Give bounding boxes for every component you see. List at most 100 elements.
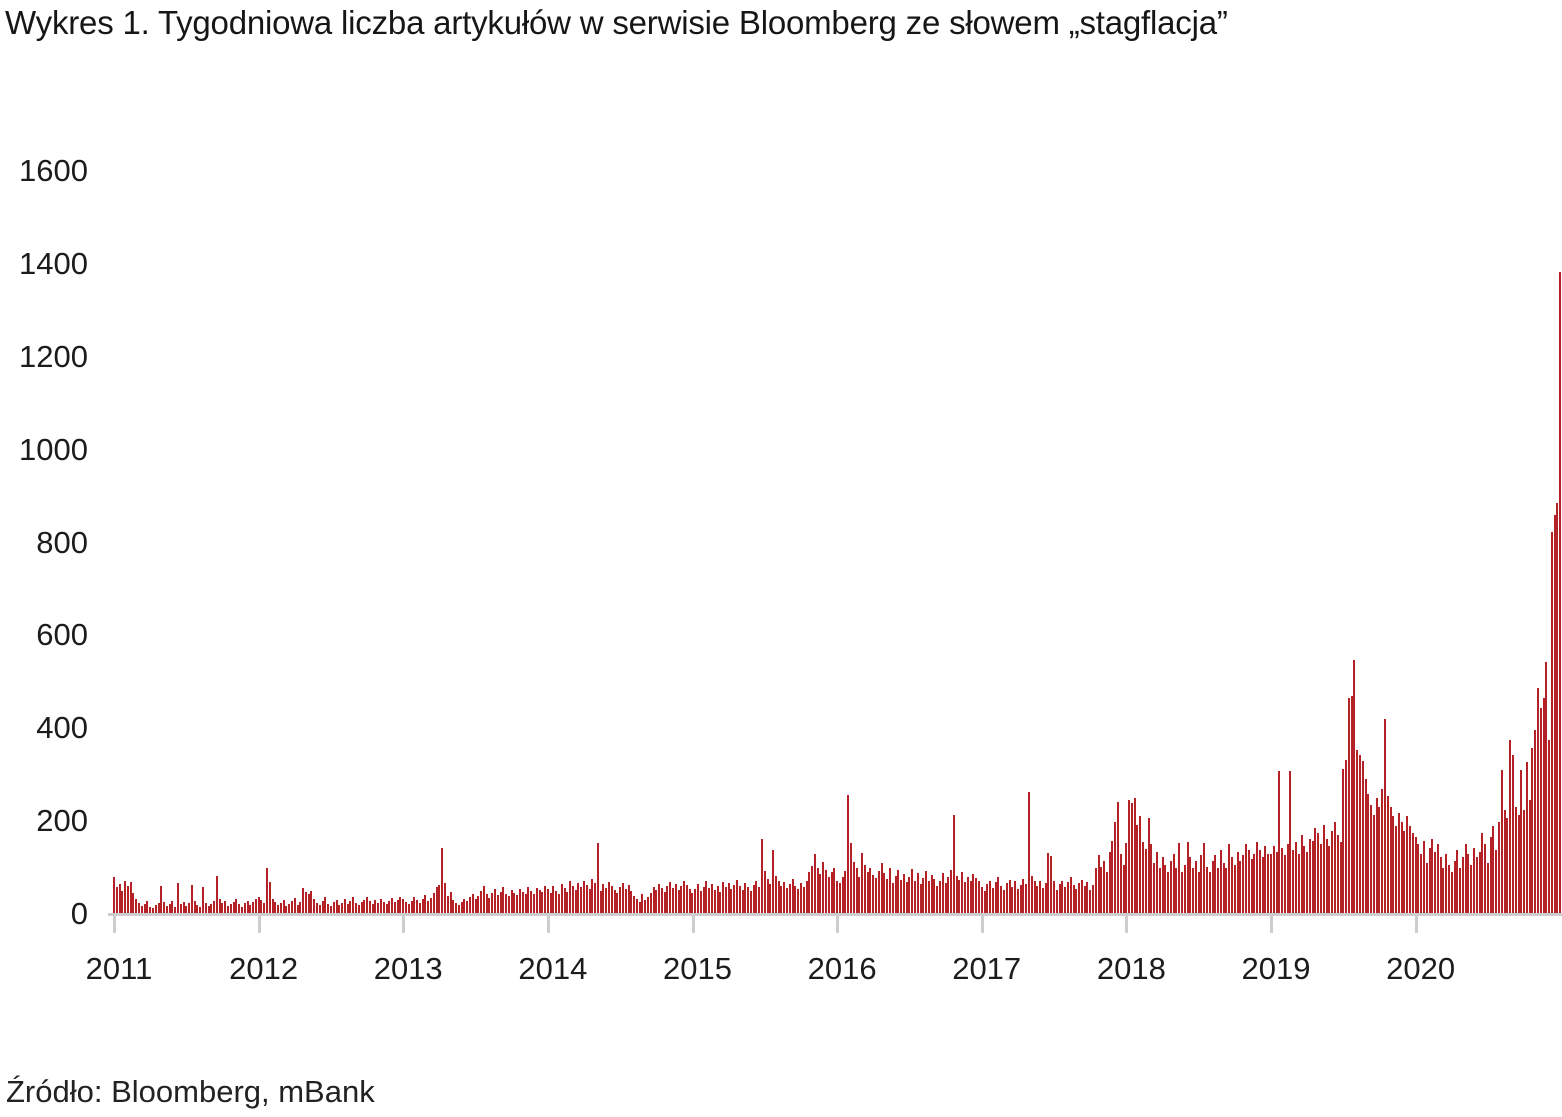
bar bbox=[335, 900, 338, 913]
bar bbox=[1325, 838, 1328, 913]
bar bbox=[649, 892, 652, 913]
bar bbox=[1503, 809, 1506, 913]
bar bbox=[407, 903, 410, 913]
bar bbox=[1253, 853, 1256, 913]
bar bbox=[349, 900, 352, 913]
bar bbox=[182, 901, 185, 913]
bar bbox=[838, 883, 841, 913]
bar bbox=[908, 876, 911, 913]
bar bbox=[1206, 866, 1208, 913]
bar bbox=[1125, 843, 1128, 913]
bar bbox=[157, 902, 160, 913]
bar bbox=[730, 888, 733, 913]
bar bbox=[324, 897, 327, 913]
bar bbox=[975, 877, 978, 913]
bar bbox=[1367, 794, 1370, 913]
bar bbox=[1411, 833, 1414, 913]
bar bbox=[413, 897, 416, 913]
bar bbox=[477, 896, 480, 913]
bar bbox=[207, 905, 210, 913]
bar bbox=[702, 887, 705, 913]
bar bbox=[193, 900, 196, 913]
x-tick-label: 2011 bbox=[85, 951, 153, 986]
bar bbox=[1011, 887, 1014, 913]
bar bbox=[549, 892, 552, 913]
bar bbox=[510, 889, 513, 913]
bar bbox=[530, 890, 533, 913]
bar bbox=[215, 875, 218, 913]
bar bbox=[1178, 843, 1181, 913]
bar bbox=[1008, 879, 1011, 913]
bar bbox=[163, 901, 166, 913]
bar bbox=[944, 883, 947, 913]
bar bbox=[1139, 816, 1142, 913]
bar bbox=[980, 887, 983, 913]
y-tick-label: 1000 bbox=[19, 431, 88, 467]
bar bbox=[566, 891, 569, 913]
bar bbox=[263, 902, 266, 913]
bar bbox=[199, 906, 202, 913]
bar bbox=[1370, 805, 1373, 913]
bar bbox=[933, 878, 936, 913]
bar bbox=[354, 902, 357, 913]
bar bbox=[455, 902, 458, 913]
bar bbox=[221, 902, 224, 913]
bar bbox=[457, 904, 460, 913]
bar bbox=[132, 892, 135, 913]
bar bbox=[738, 886, 741, 913]
bar bbox=[766, 878, 769, 913]
bar bbox=[683, 880, 686, 913]
bar bbox=[1083, 886, 1086, 913]
bar bbox=[1486, 862, 1489, 913]
bar bbox=[1142, 842, 1145, 913]
x-tick bbox=[402, 916, 406, 933]
bar bbox=[752, 885, 755, 913]
x-tick-label: 2013 bbox=[373, 951, 443, 986]
bar bbox=[964, 882, 967, 913]
bar bbox=[327, 903, 330, 913]
bar bbox=[1231, 857, 1234, 913]
bar bbox=[1150, 844, 1153, 913]
bar bbox=[1434, 851, 1437, 913]
bar bbox=[1548, 740, 1551, 913]
bar bbox=[886, 878, 889, 913]
bar bbox=[685, 885, 688, 913]
bar bbox=[1242, 855, 1245, 913]
bar bbox=[218, 899, 221, 913]
bar bbox=[939, 880, 941, 913]
bar bbox=[844, 871, 847, 913]
bar bbox=[1456, 849, 1459, 913]
bar bbox=[966, 876, 969, 913]
bar bbox=[1256, 842, 1259, 913]
bar bbox=[488, 898, 491, 913]
bar bbox=[519, 888, 522, 913]
bar bbox=[1033, 881, 1036, 913]
bar bbox=[1345, 759, 1348, 913]
bar bbox=[577, 883, 580, 913]
bar bbox=[1064, 887, 1067, 913]
x-tick bbox=[113, 916, 116, 933]
bar bbox=[1047, 852, 1050, 913]
bar bbox=[986, 884, 989, 913]
bar bbox=[285, 905, 288, 913]
bar bbox=[443, 883, 446, 913]
bar bbox=[1061, 880, 1064, 913]
bar bbox=[722, 882, 725, 913]
bar bbox=[544, 886, 547, 913]
bar bbox=[1089, 889, 1092, 913]
source-note: Źródło: Bloomberg, mBank bbox=[6, 1074, 375, 1109]
bar bbox=[1211, 861, 1214, 913]
bar bbox=[972, 874, 975, 913]
bar bbox=[379, 899, 382, 913]
bar bbox=[1278, 771, 1281, 913]
bar bbox=[652, 887, 655, 913]
bar bbox=[1422, 840, 1425, 913]
bar bbox=[1436, 844, 1439, 913]
bar bbox=[1550, 532, 1553, 913]
bar bbox=[822, 861, 825, 913]
bar bbox=[783, 882, 786, 913]
bar bbox=[811, 865, 814, 913]
bar bbox=[863, 864, 866, 913]
bar bbox=[699, 890, 702, 913]
bar bbox=[179, 903, 182, 913]
